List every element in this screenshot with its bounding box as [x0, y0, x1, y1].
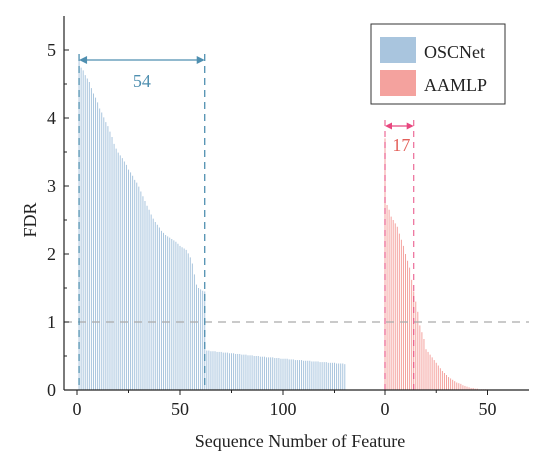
y-tick-label: 0 [47, 380, 56, 400]
y-tick-label: 5 [47, 40, 56, 60]
y-axis-label: FDR [20, 202, 40, 237]
aamlp-span-label: 17 [392, 135, 410, 155]
legend-swatch-oscnet [380, 37, 416, 63]
legend-label-oscnet: OSCNet [424, 42, 485, 62]
y-tick-label: 1 [47, 312, 56, 332]
y-tick-label: 2 [47, 244, 56, 264]
x-tick-label-oscnet: 0 [73, 399, 82, 419]
x-axis-label: Sequence Number of Feature [195, 431, 405, 451]
legend-swatch-aamlp [380, 70, 416, 96]
series-oscnet-bars [78, 60, 346, 390]
aamlp-span-arrowhead-right [406, 122, 414, 130]
x-tick-label-oscnet: 50 [171, 399, 189, 419]
annotations: 54 17 [64, 54, 529, 390]
legend: OSCNet AAMLP [370, 23, 506, 105]
series-aamlp-bars [384, 138, 488, 390]
x-tick-label-aamlp: 50 [479, 399, 497, 419]
y-tick-label: 3 [47, 176, 56, 196]
aamlp-span-arrowhead-left [385, 122, 392, 130]
y-tick-label: 4 [47, 108, 56, 128]
legend-label-aamlp: AAMLP [424, 75, 487, 95]
x-tick-label-oscnet: 100 [270, 399, 297, 419]
oscnet-span-arrowhead-right [196, 56, 205, 64]
oscnet-span-label: 54 [133, 71, 151, 91]
oscnet-span-arrowhead-left [79, 56, 88, 64]
x-tick-label-aamlp: 0 [381, 399, 390, 419]
